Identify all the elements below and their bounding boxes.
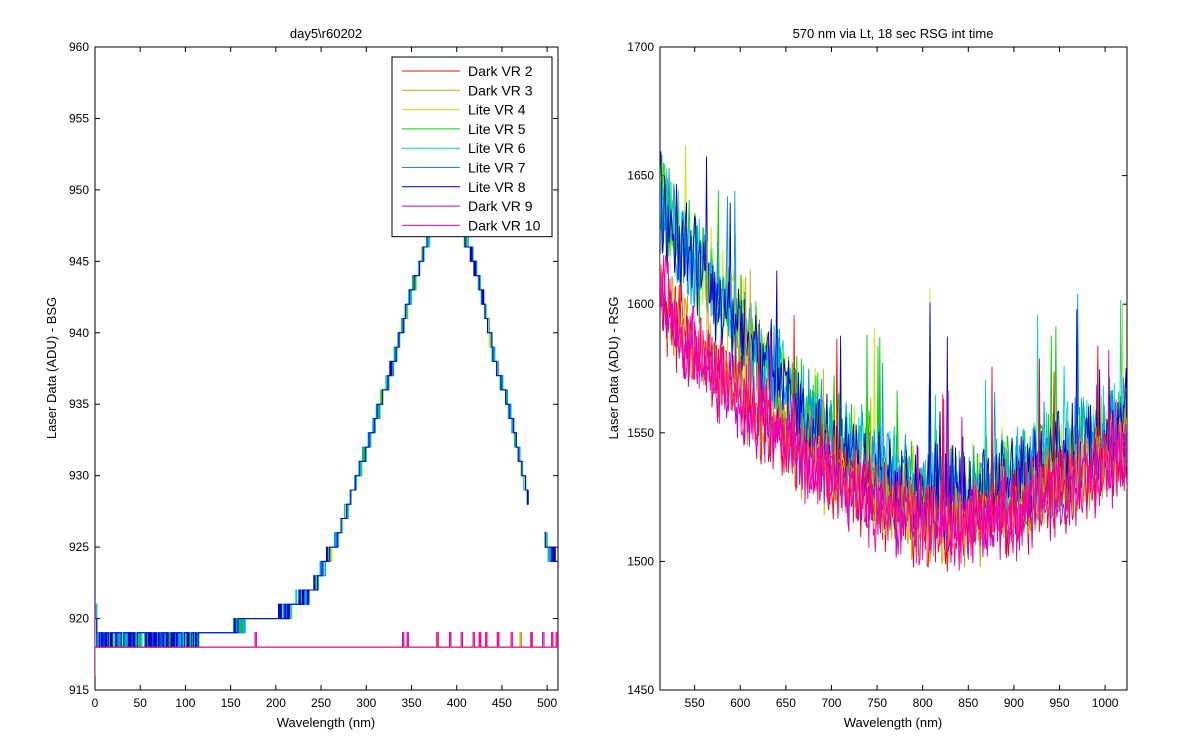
left-x-tick-label: 350 <box>401 696 421 710</box>
right-axes: 550 600 650 700 750 800 850 900 950 1000 1450 1500 1… <box>606 26 1128 730</box>
right-x-tick-label: 800 <box>913 696 933 710</box>
right-x-tick-label: 700 <box>821 696 841 710</box>
legend-label: Lite VR 4 <box>468 102 526 118</box>
left-x-tick-label: 0 <box>92 696 99 710</box>
right-ticks: 550 600 650 700 750 800 850 900 950 1000 1450 1500 1… <box>627 40 1127 710</box>
left-x-tick-label: 50 <box>134 696 148 710</box>
right-y-tick-label: 1500 <box>627 554 654 568</box>
left-y-tick-label: 945 <box>69 254 89 268</box>
left-y-tick-label: 930 <box>69 469 89 483</box>
right-chart-title: 570 nm via Lt, 18 sec RSG int time <box>793 26 994 41</box>
left-x-tick-label: 450 <box>492 696 512 710</box>
legend: Dark VR 2 Dark VR 3 Lite VR 4 Lite VR 5 Lite… <box>391 56 553 238</box>
left-y-tick-label: 925 <box>69 540 89 554</box>
left-x-tick-label: 400 <box>447 696 467 710</box>
right-x-axis-label: Wavelength (nm) <box>844 715 943 730</box>
right-y-tick-label: 1600 <box>627 297 654 311</box>
legend-label: Lite VR 6 <box>468 140 526 156</box>
right-y-tick-label: 1450 <box>627 683 654 697</box>
legend-label: Lite VR 5 <box>468 121 526 137</box>
right-x-tick-label: 750 <box>867 696 887 710</box>
left-y-tick-label: 920 <box>69 612 89 626</box>
legend-label: Dark VR 2 <box>468 63 533 79</box>
right-series-lines <box>660 145 1127 572</box>
left-x-tick-label: 500 <box>537 696 557 710</box>
left-y-tick-label: 955 <box>69 111 89 125</box>
left-x-axis-label: Wavelength (nm) <box>277 715 376 730</box>
left-x-tick-label: 200 <box>266 696 286 710</box>
right-x-tick-label: 850 <box>958 696 978 710</box>
right-x-tick-label: 550 <box>685 696 705 710</box>
right-x-tick-label: 900 <box>1004 696 1024 710</box>
left-x-tick-label: 100 <box>175 696 195 710</box>
legend-label: Dark VR 3 <box>468 82 533 98</box>
left-y-tick-label: 935 <box>69 397 89 411</box>
left-y-tick-label: 915 <box>69 683 89 697</box>
right-x-tick-label: 600 <box>730 696 750 710</box>
left-y-axis-label: Laser Data (ADU) - BSG <box>44 297 59 439</box>
legend-label: Dark VR 10 <box>468 217 541 233</box>
right-y-tick-label: 1700 <box>627 40 654 54</box>
left-chart-title: day5\r60202 <box>290 26 362 41</box>
left-series-line <box>95 604 558 676</box>
right-y-tick-label: 1650 <box>627 169 654 183</box>
left-axes: 0 50 100 150 200 250 300 350 400 450 500 915 920 925 9… <box>44 26 559 730</box>
legend-label: Dark VR 9 <box>468 198 533 214</box>
left-y-tick-label: 960 <box>69 40 89 54</box>
right-x-tick-label: 1000 <box>1092 696 1119 710</box>
legend-label: Lite VR 8 <box>468 179 526 195</box>
left-x-tick-label: 250 <box>311 696 331 710</box>
legend-label: Lite VR 7 <box>468 160 526 176</box>
left-x-tick-label: 150 <box>221 696 241 710</box>
legend-box <box>391 56 553 238</box>
right-x-tick-label: 650 <box>776 696 796 710</box>
right-y-axis-label: Laser Data (ADU) - RSG <box>606 296 621 439</box>
left-y-tick-label: 950 <box>69 183 89 197</box>
right-x-tick-label: 950 <box>1049 696 1069 710</box>
left-x-tick-label: 300 <box>356 696 376 710</box>
right-series-line <box>660 255 1127 571</box>
left-ticks: 0 50 100 150 200 250 300 350 400 450 500 915 920 925 9… <box>69 40 558 710</box>
right-y-tick-label: 1550 <box>627 426 654 440</box>
left-y-tick-label: 940 <box>69 326 89 340</box>
